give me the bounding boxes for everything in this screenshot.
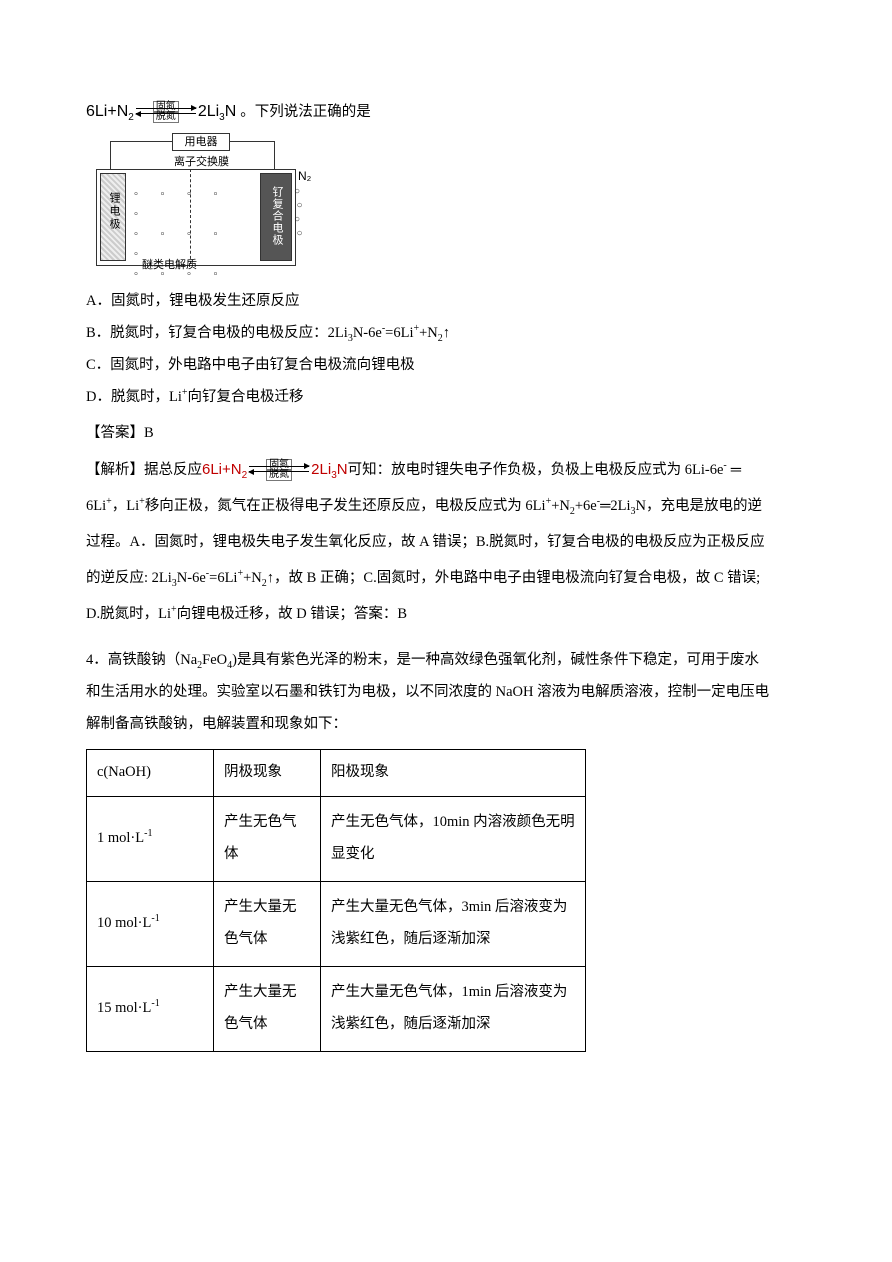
- cell-cathode: 产生无色气体: [214, 796, 321, 881]
- equation-block: 6Li+N2 固氮 脱氮 2Li3N: [86, 101, 236, 123]
- q4-line1: 4．高铁酸钠（Na2FeO4)是具有紫色光泽的粉末，是一种高效绿色强氧化剂，碱性…: [86, 645, 806, 677]
- header-conc: c(NaOH): [87, 749, 214, 796]
- electrolyte-dots: ° ° ° ° °° ° ° ° °° ° ° ° °: [134, 187, 252, 307]
- explanation-line4: 的逆反应: 2Li3N-6e-=6Li++N2↑，故 B 正确；C.固氮时，外电…: [86, 563, 806, 595]
- answer-line: 【答案】B: [86, 418, 806, 450]
- document-page: 6Li+N2 固氮 脱氮 2Li3N 。下列说法正确的是 用电器 离子交换膜 锂…: [0, 0, 892, 1112]
- cell-cathode: 产生大量无色气体: [214, 881, 321, 966]
- table-row: 10 mol·L-1 产生大量无色气体 产生大量无色气体，3min 后溶液变为浅…: [87, 881, 586, 966]
- cell-anode: 产生无色气体，10min 内溶液颜色无明显变化: [321, 796, 586, 881]
- explanation-paragraph: 【解析】据总反应6Li+N2固氮脱氮2Li3N可知：放电时锂失电子作负极，负极上…: [86, 453, 806, 487]
- table-row: 1 mol·L-1 产生无色气体 产生无色气体，10min 内溶液颜色无明显变化: [87, 796, 586, 881]
- header-cathode: 阴极现象: [214, 749, 321, 796]
- table-header-row: c(NaOH) 阴极现象 阳极现象: [87, 749, 586, 796]
- bubbles: ○ ○○ ○: [294, 185, 303, 241]
- option-d: D．脱氮时，Li+向钌复合电极迁移: [86, 382, 806, 414]
- q4-line2: 和生活用水的处理。实验室以石墨和铁钉为电极，以不同浓度的 NaOH 溶液为电解质…: [86, 677, 806, 709]
- membrane-label: 离子交换膜: [174, 153, 229, 169]
- ru-electrode: 钌复合电极: [260, 173, 292, 261]
- explanation-line2: 6Li+，Li+移向正极，氮气在正极得电子发生还原反应，电极反应式为 6Li++…: [86, 491, 806, 523]
- explanation-line3: 过程。A．固氮时，锂电极失电子发生氧化反应，故 A 错误；B.脱氮时，钌复合电极…: [86, 527, 806, 559]
- cell-conc: 15 mol·L-1: [87, 966, 214, 1051]
- option-c: C．固氮时，外电路中电子由钌复合电极流向锂电极: [86, 350, 806, 382]
- cell-diagram: 用电器 离子交换膜 锂电极 钌复合电极 ° ° ° ° °° ° ° ° °° …: [86, 131, 316, 276]
- eq-arrow: 固氮 脱氮: [136, 101, 196, 123]
- explanation-line5: D.脱氮时，Li+向锂电极迁移，故 D 错误；答案：B: [86, 599, 806, 631]
- cell-conc: 1 mol·L-1: [87, 796, 214, 881]
- results-table: c(NaOH) 阴极现象 阳极现象 1 mol·L-1 产生无色气体 产生无色气…: [86, 749, 586, 1052]
- eq-left: 6Li+N2: [86, 103, 134, 121]
- n2-label: N₂: [298, 169, 311, 183]
- cell-anode: 产生大量无色气体，1min 后溶液变为浅紫红色，随后逐渐加深: [321, 966, 586, 1051]
- option-b: B．脱氮时，钌复合电极的电极反应：2Li3N-6e-=6Li++N2↑: [86, 318, 806, 350]
- table-row: 15 mol·L-1 产生大量无色气体 产生大量无色气体，1min 后溶液变为浅…: [87, 966, 586, 1051]
- header-anode: 阳极现象: [321, 749, 586, 796]
- eq-after-text: 。下列说法正确的是: [240, 100, 371, 121]
- device-label: 用电器: [172, 133, 230, 151]
- cell-anode: 产生大量无色气体，3min 后溶液变为浅紫红色，随后逐渐加深: [321, 881, 586, 966]
- eq-right: 2Li3N: [198, 103, 236, 121]
- equation-line: 6Li+N2 固氮 脱氮 2Li3N 。下列说法正确的是: [86, 100, 806, 123]
- cell-cathode: 产生大量无色气体: [214, 966, 321, 1051]
- electrolyte-label: 醚类电解质: [142, 256, 197, 272]
- cell-conc: 10 mol·L-1: [87, 881, 214, 966]
- li-electrode: 锂电极: [100, 173, 126, 261]
- q4-line3: 解制备高铁酸钠，电解装置和现象如下：: [86, 709, 806, 741]
